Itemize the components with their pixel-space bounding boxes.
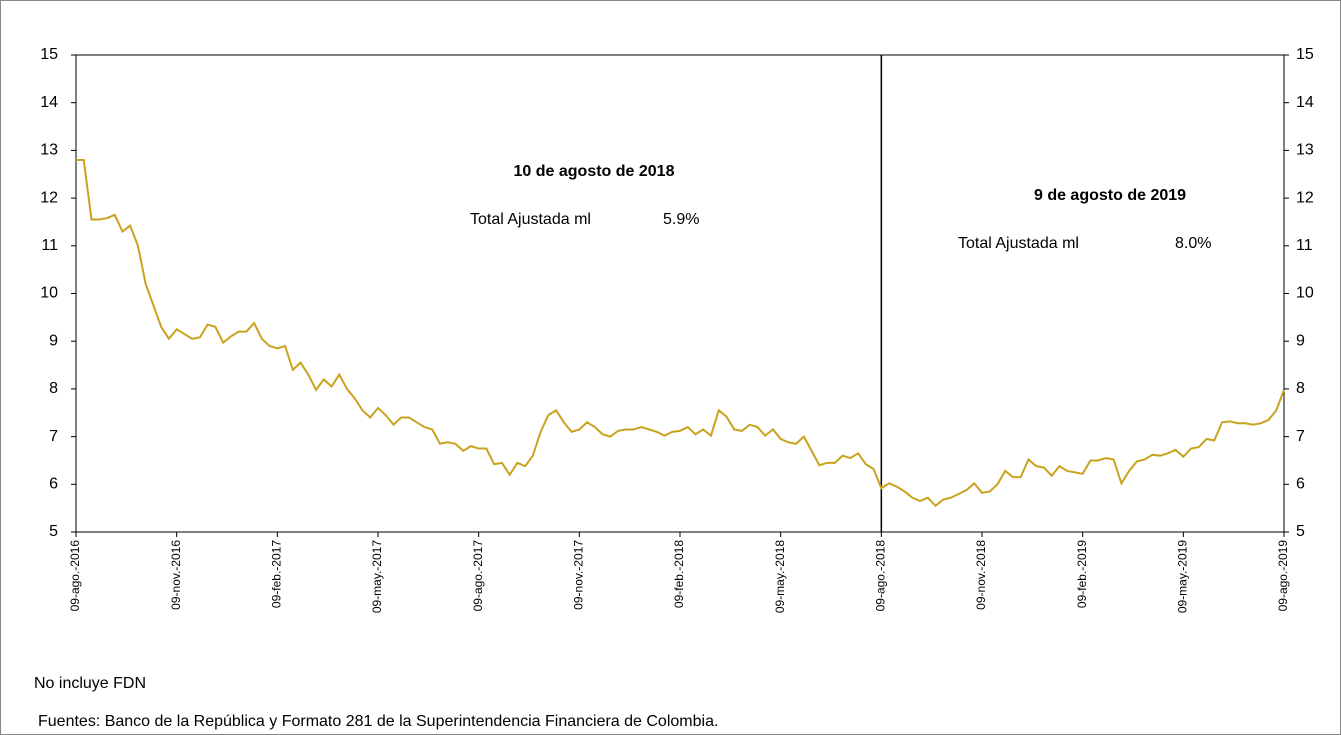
y2-tick-label: 7 <box>1296 428 1305 445</box>
x-tick-label: 09-ago.-2018 <box>874 540 888 612</box>
y2-tick-label: 15 <box>1296 46 1314 63</box>
y2-tick-label: 9 <box>1296 332 1305 349</box>
y-tick-label: 13 <box>40 142 58 159</box>
annotation-label: Total Ajustada ml <box>958 235 1079 252</box>
x-tick-label: 09-nov.-2018 <box>974 540 988 610</box>
x-tick-label: 09-nov.-2017 <box>572 540 586 610</box>
y-tick-label: 10 <box>40 285 58 302</box>
y-tick-label: 9 <box>49 332 58 349</box>
x-tick-label: 09-may.-2019 <box>1176 540 1190 613</box>
x-tick-label: 09-ago.-2017 <box>471 540 485 612</box>
y2-tick-label: 13 <box>1296 142 1314 159</box>
y-tick-label: 6 <box>49 476 58 493</box>
note: Fuentes: Banco de la República y Formato… <box>38 713 718 730</box>
annotation-value: 5.9% <box>663 211 699 228</box>
x-tick-label: 09-may.-2017 <box>370 540 384 613</box>
annotation-value: 8.0% <box>1175 235 1211 252</box>
y-tick-label: 5 <box>49 523 58 540</box>
x-tick-label: 09-feb.-2019 <box>1075 540 1089 608</box>
x-tick-label: 09-nov.-2016 <box>169 540 183 610</box>
x-tick-label: 09-ago.-2016 <box>68 540 82 612</box>
y2-tick-label: 6 <box>1296 476 1305 493</box>
y2-tick-label: 8 <box>1296 380 1305 397</box>
annotation-title: 9 de agosto de 2019 <box>1034 187 1186 204</box>
annotation-title: 10 de agosto de 2018 <box>514 163 675 180</box>
series-line <box>76 158 1285 508</box>
y-tick-label: 7 <box>49 428 58 445</box>
y-tick-label: 11 <box>41 237 58 254</box>
y-tick-label: 12 <box>40 189 58 206</box>
x-tick-label: 09-feb.-2018 <box>672 540 686 608</box>
y-tick-label: 14 <box>40 94 58 111</box>
y2-tick-label: 11 <box>1296 237 1313 254</box>
x-tick-label: 09-ago.-2019 <box>1276 540 1290 612</box>
y2-tick-label: 10 <box>1296 285 1314 302</box>
x-tick-label: 09-may.-2018 <box>773 540 787 613</box>
y2-tick-label: 14 <box>1296 94 1314 111</box>
y2-tick-label: 5 <box>1296 523 1305 540</box>
y-tick-label: 15 <box>40 46 58 63</box>
y2-tick-label: 12 <box>1296 189 1314 206</box>
note: No incluye FDN <box>34 675 146 692</box>
annotation-label: Total Ajustada ml <box>470 211 591 228</box>
y-tick-label: 8 <box>49 380 58 397</box>
x-tick-label: 09-feb.-2017 <box>270 540 284 608</box>
